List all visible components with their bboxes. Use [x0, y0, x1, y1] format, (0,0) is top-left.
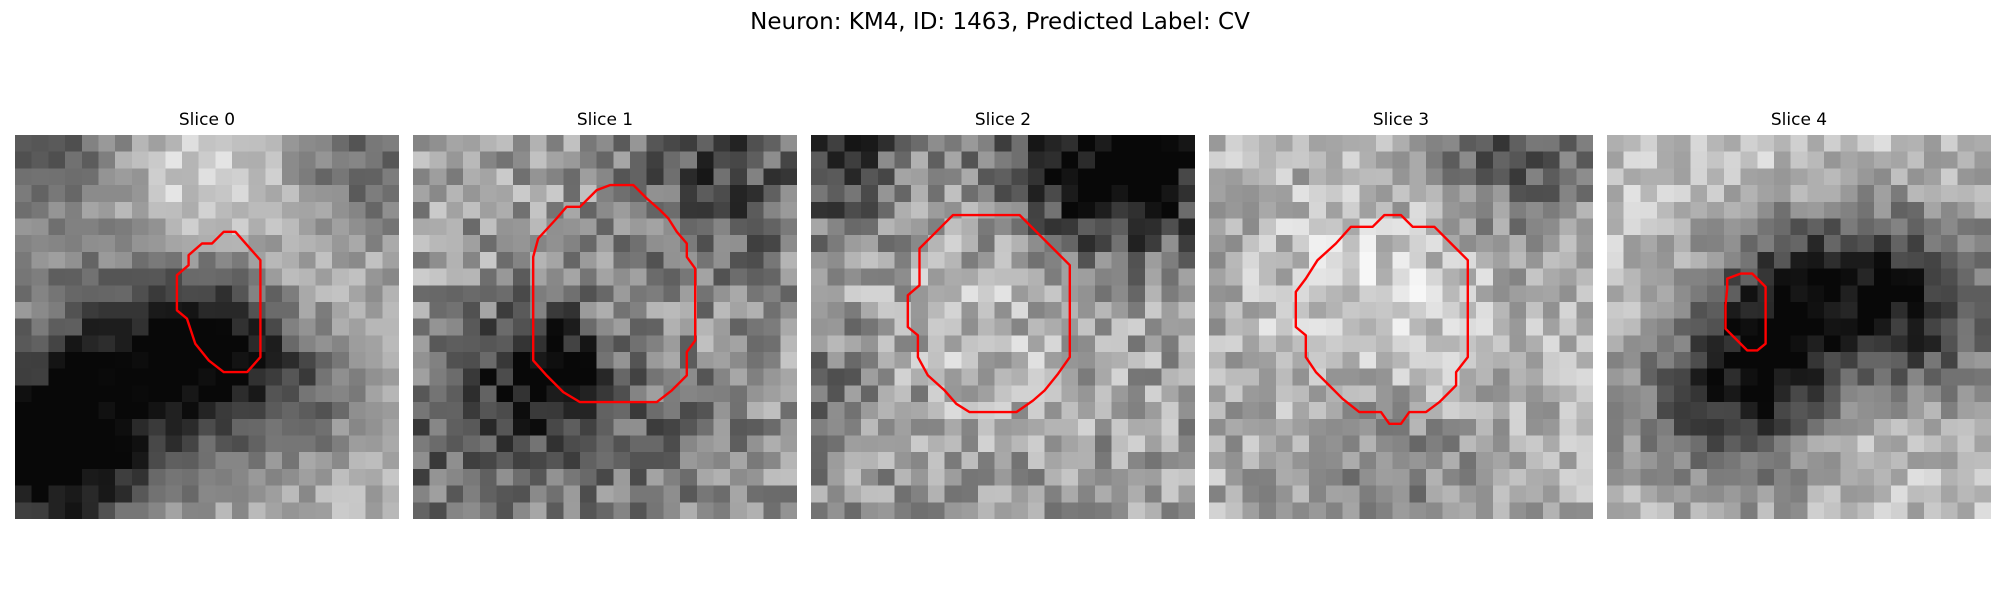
- slice-panel-4: Slice 4: [1607, 108, 1991, 524]
- slice-title-3: Slice 3: [1372, 110, 1430, 130]
- slice-image-1: [413, 135, 797, 519]
- pixel-grid: [1209, 135, 1593, 519]
- slice-panel-1: Slice 1: [413, 108, 797, 524]
- slice-panel-2: Slice 2: [811, 108, 1195, 524]
- pixel-grid: [1607, 135, 1991, 519]
- slice-image-2: [811, 135, 1195, 519]
- slice-panel-0: Slice 0: [15, 108, 399, 524]
- roi-outline: [906, 213, 1071, 414]
- figure-title: Neuron: KM4, ID: 1463, Predicted Label: …: [750, 9, 1250, 35]
- roi-outline: [531, 183, 697, 404]
- pixel-grid: [15, 135, 399, 519]
- slice-image-4: [1607, 135, 1991, 519]
- slice-panel-3: Slice 3: [1209, 108, 1593, 524]
- slice-title-1: Slice 1: [576, 110, 634, 130]
- slice-title-0: Slice 0: [178, 110, 236, 130]
- slice-title-4: Slice 4: [1770, 110, 1828, 130]
- roi-outline: [1294, 213, 1469, 425]
- slice-image-0: [15, 135, 399, 519]
- slice-image-3: [1209, 135, 1593, 519]
- pixel-grid: [811, 135, 1195, 519]
- slice-title-2: Slice 2: [974, 110, 1032, 130]
- roi-outline: [1724, 272, 1767, 352]
- pixel-grid: [413, 135, 797, 519]
- roi-outline: [175, 230, 262, 374]
